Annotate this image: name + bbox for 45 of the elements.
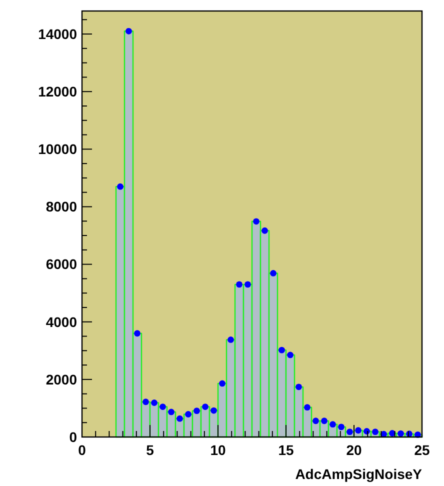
y-tick-label: 8000 xyxy=(46,198,78,215)
y-tick-label: 4000 xyxy=(46,314,78,330)
y-tick-label: 12000 xyxy=(38,83,78,100)
point xyxy=(117,183,124,190)
point xyxy=(228,336,234,343)
point xyxy=(398,430,404,437)
point xyxy=(372,428,378,436)
y-tick-label: 0 xyxy=(69,428,78,445)
point xyxy=(126,28,132,34)
point xyxy=(270,270,276,276)
x-tick-label: 5 xyxy=(146,442,154,458)
point xyxy=(338,424,344,430)
point xyxy=(287,352,294,358)
point xyxy=(202,404,208,410)
x-tick-label: 10 xyxy=(210,442,226,458)
point xyxy=(296,384,302,390)
point xyxy=(134,330,140,337)
x-tick-label: 20 xyxy=(346,442,362,458)
y-tick-label: 6000 xyxy=(46,256,78,272)
point xyxy=(168,408,174,416)
point xyxy=(210,407,217,414)
y-tick-label: 2000 xyxy=(46,371,78,388)
point xyxy=(236,281,242,288)
point xyxy=(278,346,285,354)
point xyxy=(304,404,310,411)
point xyxy=(176,415,183,422)
point xyxy=(185,411,192,418)
point xyxy=(160,404,166,410)
point xyxy=(346,428,353,436)
point xyxy=(142,398,149,406)
point xyxy=(262,227,268,234)
point xyxy=(244,281,251,288)
x-axis-title: AdcAmpSigNoiseY xyxy=(295,466,423,482)
point xyxy=(312,418,319,424)
y-tick-label: 10000 xyxy=(38,141,78,158)
point xyxy=(194,408,200,414)
y-tick-label: 14000 xyxy=(38,26,78,42)
point xyxy=(330,421,336,428)
point xyxy=(253,218,260,225)
x-tick-label: 25 xyxy=(414,442,430,458)
point xyxy=(321,418,328,424)
point xyxy=(151,400,158,406)
point xyxy=(219,380,226,387)
x-tick-label: 15 xyxy=(278,442,294,458)
point xyxy=(389,430,396,436)
